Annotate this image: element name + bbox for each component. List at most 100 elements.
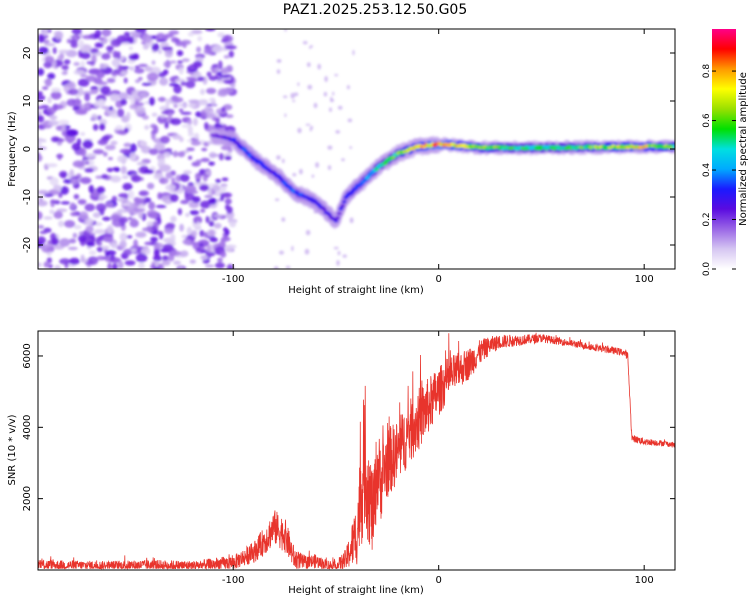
noise-blob	[58, 49, 70, 54]
noise-blob	[109, 93, 120, 102]
noise-blob	[212, 45, 223, 53]
noise-blob	[157, 192, 163, 200]
x-tick-label: 0	[436, 274, 442, 285]
noise-blob	[224, 204, 230, 210]
y-tick-label: -10	[22, 189, 33, 205]
noise-blob	[119, 148, 132, 154]
noise-blob	[94, 229, 106, 234]
noise-blob	[49, 177, 59, 186]
noise-blob	[199, 229, 205, 237]
noise-blob	[178, 266, 184, 269]
noise-blob	[109, 257, 122, 264]
noise-blob	[160, 135, 170, 144]
noise-blob	[185, 80, 196, 89]
noise-blob	[97, 99, 106, 107]
noise-blob	[170, 250, 182, 256]
noise-blob	[51, 87, 61, 93]
noise-blob	[281, 158, 285, 164]
noise-blob	[41, 244, 52, 248]
noise-blob	[203, 48, 214, 55]
noise-blob	[292, 173, 297, 177]
noise-blob	[311, 174, 315, 178]
noise-blob	[179, 173, 190, 182]
noise-blob	[159, 77, 169, 86]
noise-blob	[181, 234, 188, 239]
noise-blob	[323, 91, 328, 97]
noise-blob	[284, 113, 287, 118]
colorbar-ticks: 0.0 0.2 0.4 0.6 0.8	[702, 64, 736, 276]
noise-blob	[162, 243, 174, 251]
colorbar-label: Normalized spectral amplitude	[738, 72, 749, 226]
noise-blob	[80, 254, 85, 263]
noise-blob	[216, 71, 223, 76]
noise-blob	[117, 108, 125, 118]
noise-blob	[153, 242, 164, 249]
noise-blob	[105, 250, 117, 256]
noise-blob	[228, 50, 234, 58]
noise-blob	[206, 87, 217, 95]
noise-blob	[163, 151, 171, 158]
noise-blob	[189, 210, 200, 216]
noise-blob	[104, 144, 116, 151]
noise-blob	[215, 118, 220, 125]
noise-blob	[72, 160, 85, 168]
noise-blob	[222, 227, 228, 232]
noise-blob	[157, 158, 166, 166]
noise-blob	[208, 97, 215, 103]
noise-blob	[130, 248, 137, 253]
noise-blob	[82, 34, 94, 40]
ridge-core	[231, 137, 237, 142]
spectrogram-y-axis-label: Frequency (Hz)	[7, 111, 18, 187]
noise-blob	[60, 186, 69, 195]
noise-blob	[192, 117, 198, 126]
noise-blob	[80, 132, 86, 136]
noise-blob	[148, 148, 159, 155]
noise-blob	[49, 199, 61, 204]
noise-blob	[183, 170, 192, 175]
noise-blob	[131, 217, 137, 225]
noise-blob	[192, 196, 201, 203]
noise-blob	[337, 105, 343, 110]
noise-blob	[218, 153, 224, 161]
noise-blob	[285, 265, 291, 269]
noise-blob	[333, 246, 339, 250]
noise-blob	[208, 220, 215, 227]
noise-blob	[196, 221, 201, 229]
noise-blob	[133, 239, 139, 249]
noise-blob	[106, 167, 114, 173]
noise-blob	[332, 91, 335, 96]
noise-blob	[208, 161, 215, 166]
noise-blob	[66, 129, 78, 137]
noise-blob	[144, 66, 153, 72]
noise-blob	[77, 87, 84, 96]
noise-blob	[213, 222, 222, 229]
noise-blob	[101, 106, 110, 110]
noise-blob	[59, 238, 71, 247]
noise-blob	[86, 61, 96, 65]
noise-blob	[123, 77, 128, 84]
noise-blob	[151, 112, 158, 117]
noise-blob	[100, 86, 111, 95]
noise-blob	[190, 140, 201, 146]
noise-blob	[72, 232, 78, 239]
noise-blob	[117, 64, 123, 74]
noise-blob	[43, 39, 50, 44]
noise-blob	[217, 32, 225, 38]
noise-blob	[209, 153, 221, 157]
noise-blob	[150, 236, 158, 242]
noise-blob	[180, 199, 189, 205]
noise-blob	[178, 67, 184, 75]
noise-blob	[106, 50, 113, 54]
snr-y-ticks: 2000 4000 6000	[22, 343, 675, 511]
noise-blob	[97, 115, 102, 121]
noise-blob	[219, 74, 231, 78]
noise-blob	[181, 58, 190, 62]
noise-blob	[38, 94, 46, 101]
noise-blob	[59, 258, 71, 265]
noise-blob	[71, 142, 81, 151]
noise-blob	[84, 161, 90, 165]
noise-blob	[108, 157, 113, 161]
noise-blob	[161, 260, 171, 266]
noise-blob	[206, 244, 212, 253]
